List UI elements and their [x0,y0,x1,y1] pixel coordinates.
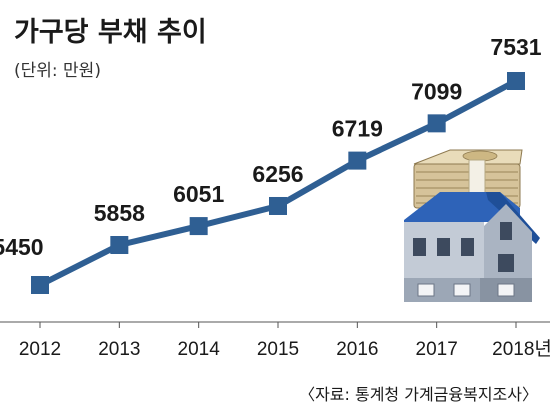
data-labels: 5450 5858 6051 6256 6719 7099 7531 [0,34,542,260]
data-label: 5858 [94,200,145,226]
data-label: 6256 [252,161,303,187]
source-note: 〈자료: 통계청 가계금융복지조사〉 [299,385,538,404]
data-label: 6051 [173,181,224,207]
x-axis-label: 2018년 [492,338,550,360]
x-axis-ticks [39,322,517,328]
chart-unit-label: (단위: 만원) [14,61,101,81]
data-label: 7531 [490,34,541,60]
data-label: 6719 [332,116,383,142]
series-markers [31,72,525,294]
x-axis-label: 2012 [19,339,61,360]
house-with-money-stack-icon [404,149,540,302]
x-axis-labels: 2012 2013 2014 2015 2016 2017 2018년 [19,338,550,360]
x-axis-label: 2015 [257,339,299,360]
house-gable-wall [480,204,532,302]
x-axis-label: 2013 [98,339,140,360]
data-point-marker [269,196,287,215]
data-point-marker [189,217,208,236]
chart-title: 가구당 부채 추이 [14,17,207,48]
data-point-marker [110,236,129,255]
data-label: 5450 [0,234,44,260]
data-point-marker [427,114,446,133]
x-axis-label: 2017 [416,339,458,360]
x-axis-label: 2014 [178,339,221,360]
data-point-marker [31,276,49,294]
data-point-marker [348,151,367,170]
data-label: 7099 [411,78,462,104]
x-axis-label: 2016 [336,339,378,360]
data-point-marker [507,72,525,90]
